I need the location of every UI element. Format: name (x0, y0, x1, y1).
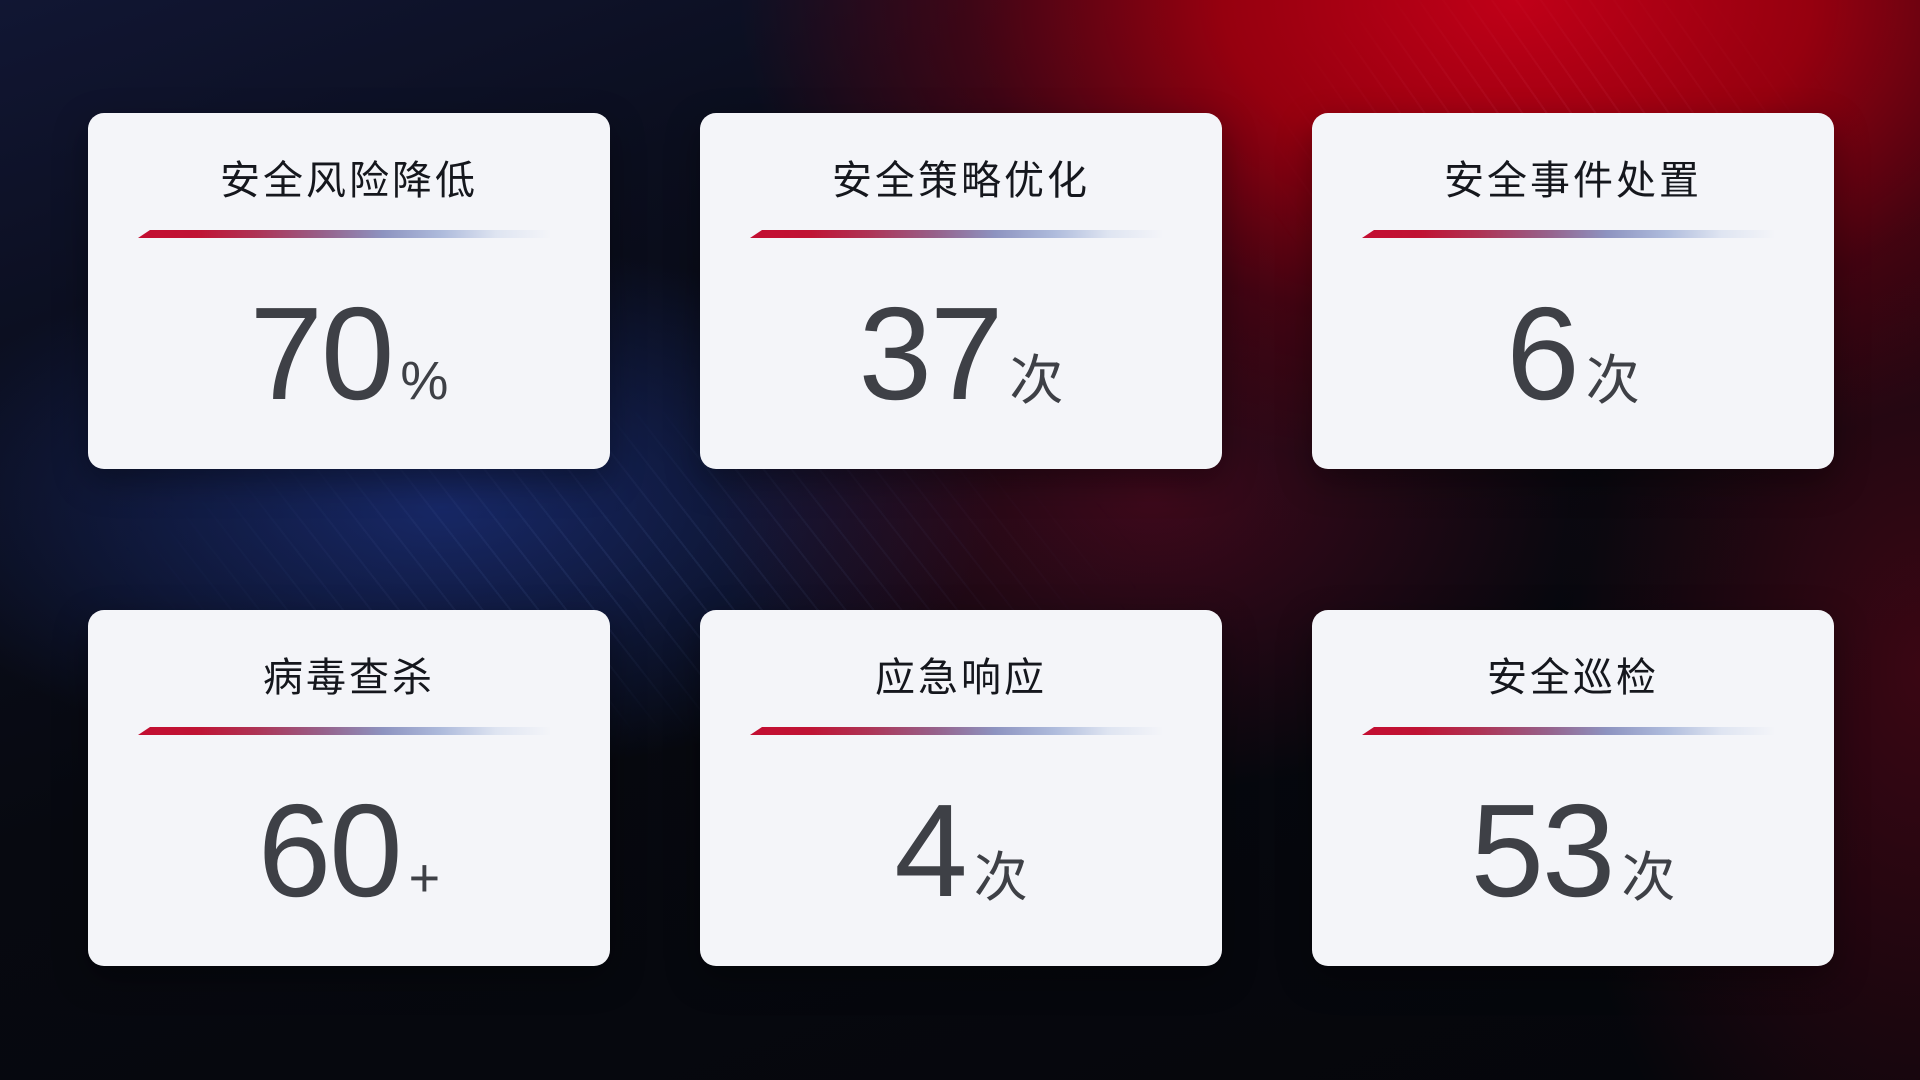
card-value: 70 (249, 280, 395, 427)
stat-card-security-inspection: 安全巡检 53 次 (1312, 610, 1834, 966)
card-value: 37 (858, 280, 1004, 427)
gradient-divider (138, 230, 560, 238)
card-title: 安全巡检 (1487, 656, 1659, 700)
gradient-divider (1362, 230, 1784, 238)
card-unit: 次 (973, 848, 1028, 908)
gradient-divider (1362, 727, 1784, 735)
card-unit: 次 (1009, 351, 1064, 411)
card-unit: 次 (1621, 848, 1676, 908)
stat-card-emergency-response: 应急响应 4 次 (700, 610, 1222, 966)
stat-card-security-risk-reduction: 安全风险降低 70 % (88, 113, 610, 469)
card-metric: 37 次 (750, 288, 1172, 420)
card-metric: 60 + (138, 785, 560, 917)
gradient-divider (750, 230, 1172, 238)
card-metric: 6 次 (1362, 288, 1784, 420)
card-metric: 70 % (138, 288, 560, 420)
card-title: 安全事件处置 (1444, 159, 1702, 203)
card-value: 60 (257, 777, 403, 924)
card-value: 6 (1506, 280, 1579, 427)
gradient-divider (750, 727, 1172, 735)
card-title: 安全策略优化 (832, 159, 1090, 203)
gradient-divider (138, 727, 560, 735)
stat-card-grid: 安全风险降低 70 % 安全策略优化 37 次 安全事件处置 6 次 病毒查 (88, 113, 1834, 966)
card-metric: 4 次 (750, 785, 1172, 917)
stat-card-security-incident-handling: 安全事件处置 6 次 (1312, 113, 1834, 469)
card-unit: 次 (1585, 351, 1640, 411)
card-unit: % (400, 351, 449, 411)
card-unit: + (408, 848, 441, 908)
card-title: 应急响应 (875, 656, 1047, 700)
card-title: 病毒查杀 (263, 656, 435, 700)
stat-card-security-policy-optimization: 安全策略优化 37 次 (700, 113, 1222, 469)
card-title: 安全风险降低 (220, 159, 478, 203)
card-value: 53 (1470, 777, 1616, 924)
card-value: 4 (894, 777, 967, 924)
card-metric: 53 次 (1362, 785, 1784, 917)
stat-card-virus-scan: 病毒查杀 60 + (88, 610, 610, 966)
